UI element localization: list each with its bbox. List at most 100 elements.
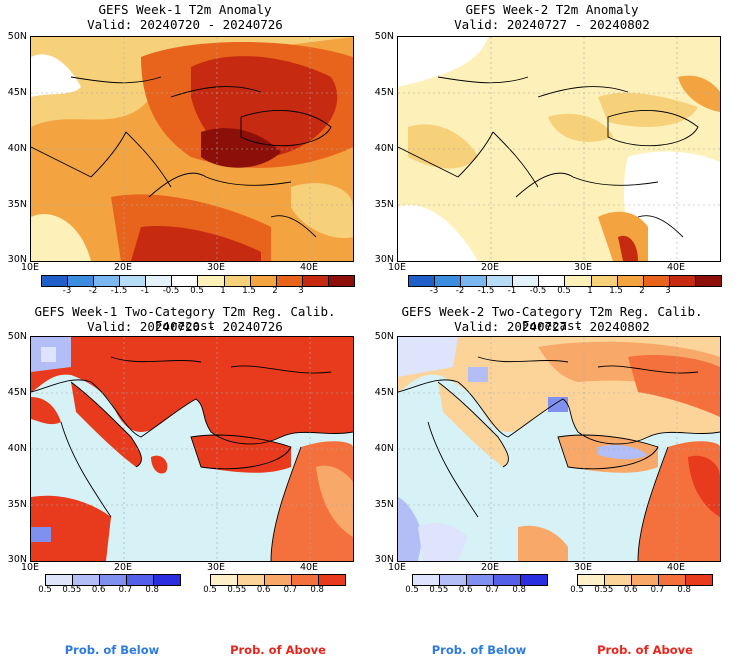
x-tick: 10E [20, 562, 40, 573]
anomaly-field [31, 37, 353, 261]
colorbar-swatch [172, 276, 199, 286]
colorbar-swatch [591, 276, 618, 286]
colorbar-label: -2 [455, 286, 465, 296]
panel-title: GEFS Week-1 T2m Anomaly [98, 2, 272, 17]
y-tick: 40N [7, 443, 27, 454]
colorbar-label: 0.8 [145, 585, 159, 595]
below-colorbar [45, 574, 181, 586]
panel-valid-dates: Valid: 20240727 - 20240802 [454, 319, 650, 334]
prob-above-label: Prob. of Above [230, 643, 326, 657]
colorbar-swatch [68, 276, 95, 286]
y-tick: 50N [374, 331, 394, 342]
colorbar-swatch [440, 575, 467, 585]
colorbar-label: 1 [220, 286, 226, 296]
panel-valid-dates: Valid: 20240720 - 20240726 [87, 319, 283, 334]
colorbar-swatch [94, 276, 121, 286]
colorbar-label: 0.6 [623, 585, 638, 595]
y-tick: 35N [374, 199, 394, 210]
colorbar-label: 3 [298, 286, 304, 296]
x-tick: 40E [666, 562, 686, 573]
colorbar-swatch [521, 575, 547, 585]
y-tick: 30N [374, 554, 394, 565]
y-tick: 50N [374, 31, 394, 42]
colorbar-label: 0.7 [283, 585, 298, 595]
x-tick: 30E [206, 562, 226, 573]
y-tick: 45N [7, 87, 27, 98]
colorbar-label: -1.5 [477, 286, 495, 296]
colorbar-label: -3 [429, 286, 439, 296]
above-colorbar [210, 574, 346, 586]
colorbar-label: 0.8 [512, 585, 526, 595]
y-tick: 30N [374, 254, 394, 265]
colorbar-label: 0.5 [38, 585, 52, 595]
y-tick: 45N [7, 387, 27, 398]
y-tick: 45N [374, 87, 394, 98]
colorbar-labels: -3 -2 -1.5 -1 -0.5 0.5 1 1.5 2 3 [408, 286, 720, 298]
probability-map [30, 336, 354, 562]
colorbar-label: 2 [639, 286, 645, 296]
colorbar-swatch [127, 575, 154, 585]
panel-valid-dates: Valid: 20240727 - 20240802 [454, 17, 650, 32]
x-tick: 20E [113, 562, 133, 573]
y-tick: 50N [7, 331, 27, 342]
colorbar-label: 0.5 [557, 286, 571, 296]
colorbar-label: 0.55 [227, 585, 247, 595]
colorbar-labels: -3 -2 -1.5 -1 -0.5 0.5 1 1.5 2 3 [41, 286, 353, 298]
y-tick: 40N [374, 443, 394, 454]
colorbar-label: 1 [587, 286, 593, 296]
colorbar-label: 0.7 [485, 585, 500, 595]
anomaly-field [398, 37, 720, 261]
below-colorbar [412, 574, 548, 586]
y-tick: 35N [374, 499, 394, 510]
colorbar-label: 0.55 [594, 585, 614, 595]
y-tick: 35N [7, 499, 27, 510]
colorbar-swatch [46, 575, 73, 585]
colorbar-swatch [513, 276, 540, 286]
colorbar-swatch [292, 575, 319, 585]
panel-title: GEFS Week-2 Two-Category T2m Reg. Calib.… [401, 304, 703, 333]
y-tick: 40N [7, 143, 27, 154]
panel-valid-dates: Valid: 20240720 - 20240726 [87, 17, 283, 32]
colorbar-label: 0.5 [405, 585, 419, 595]
y-tick: 45N [374, 387, 394, 398]
prob-below-label: Prob. of Below [64, 643, 160, 657]
colorbar-swatch [100, 575, 127, 585]
colorbar-label: 1.5 [609, 286, 623, 296]
colorbar-swatch [539, 276, 566, 286]
x-tick: 10E [387, 562, 407, 573]
colorbar-swatch [435, 276, 462, 286]
y-tick: 40N [374, 143, 394, 154]
colorbar-label: 0.7 [650, 585, 665, 595]
y-tick: 30N [7, 554, 27, 565]
colorbar-swatch [319, 575, 345, 585]
colorbar-swatch [413, 575, 440, 585]
probability-map [397, 336, 721, 562]
anomaly-colorbar [408, 275, 722, 287]
above-colorbar [577, 574, 713, 586]
prob-below-label: Prob. of Below [431, 643, 527, 657]
above-colorbar-labels: 0.5 0.55 0.6 0.7 0.8 [570, 585, 711, 597]
x-tick: 20E [480, 562, 500, 573]
x-tick: 20E [113, 262, 133, 273]
x-tick: 40E [299, 562, 319, 573]
colorbar-label: -3 [62, 286, 72, 296]
colorbar-swatch [605, 575, 632, 585]
colorbar-swatch [198, 276, 225, 286]
colorbar-swatch [250, 276, 277, 286]
probability-field [31, 337, 353, 561]
x-tick: 10E [387, 262, 407, 273]
colorbar-label: 0.6 [256, 585, 271, 595]
colorbar-swatch [238, 575, 265, 585]
colorbar-label: 0.55 [62, 585, 82, 595]
colorbar-swatch [42, 276, 69, 286]
x-tick: 10E [20, 262, 40, 273]
colorbar-label: -0.5 [529, 286, 547, 296]
above-colorbar-labels: 0.5 0.55 0.6 0.7 0.8 [203, 585, 344, 597]
colorbar-swatch [120, 276, 147, 286]
colorbar-label: 3 [665, 286, 671, 296]
colorbar-swatch [578, 575, 605, 585]
colorbar-swatch [565, 276, 592, 286]
colorbar-swatch [686, 575, 712, 585]
x-tick: 30E [573, 262, 593, 273]
colorbar-swatch [695, 276, 721, 286]
